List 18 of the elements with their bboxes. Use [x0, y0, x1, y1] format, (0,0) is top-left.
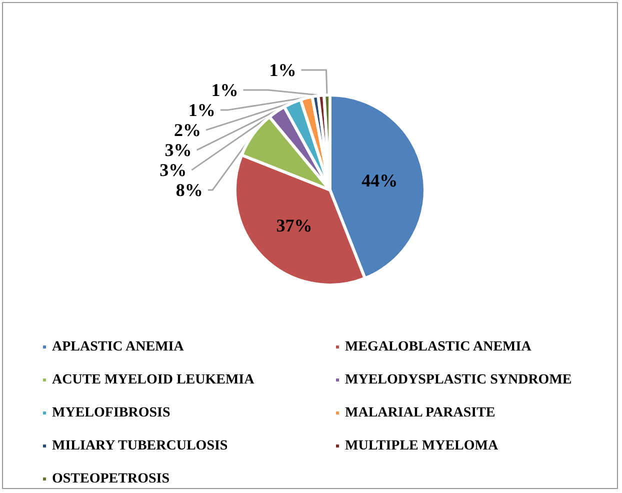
- legend-label: ACUTE MYELOID LEUKEMIA: [52, 372, 256, 388]
- legend-label: MALARIAL PARASITE: [345, 406, 496, 420]
- data-label: 1%: [211, 80, 238, 100]
- legend-label: OSTEOPETROSIS: [52, 472, 170, 486]
- data-label: 1%: [188, 100, 216, 120]
- data-label: 3%: [160, 160, 187, 180]
- legend-label: MULTIPLE MYELOMA: [345, 438, 499, 454]
- data-label: 37%: [276, 216, 312, 236]
- legend-label: APLASTIC ANEMIA: [52, 340, 185, 354]
- data-label: 2%: [174, 120, 201, 140]
- legend-label: MEGALOBLASTIC ANEMIA: [345, 340, 532, 354]
- data-label: 8%: [176, 180, 203, 200]
- legend-label: MILIARY TUBERCULOSIS: [52, 438, 228, 454]
- legend-label: MYELOFIBROSIS: [52, 406, 170, 420]
- data-label: 1%: [269, 60, 296, 80]
- legend-label: MYELODYSPLASTIC SYNDROME: [345, 372, 572, 388]
- data-label: 44%: [362, 170, 398, 191]
- data-label: 3%: [164, 140, 192, 160]
